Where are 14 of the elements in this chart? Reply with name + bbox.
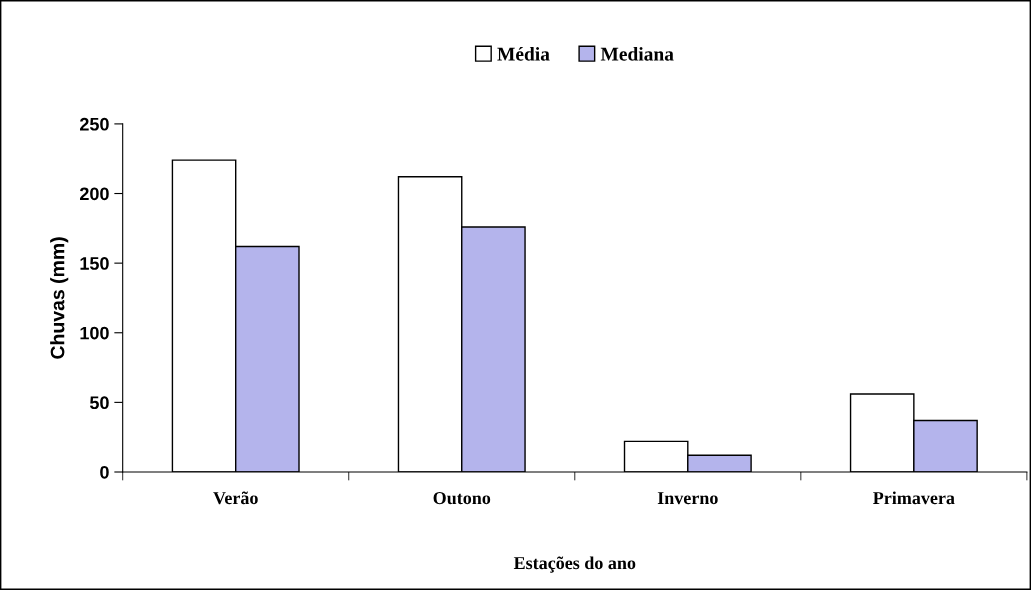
x-tick-label: Verão	[213, 491, 258, 505]
y-tick-label: 0	[100, 465, 109, 479]
y-tick-label: 250	[80, 117, 109, 131]
x-axis-title: Estações do ano	[513, 556, 636, 573]
legend-label: Média	[497, 46, 550, 61]
x-tick-label: Primavera	[873, 491, 955, 505]
x-tick-label: Inverno	[657, 492, 718, 505]
x-tick-label: Outono	[433, 492, 491, 505]
y-axis-title: Chuvas (mm)	[50, 237, 69, 359]
y-tick-label: 50	[89, 396, 109, 410]
y-tick-label: 100	[80, 326, 109, 340]
y-tick-label: 200	[80, 187, 109, 201]
legend-label: Mediana	[600, 46, 674, 61]
y-tick-label: 150	[80, 257, 109, 270]
